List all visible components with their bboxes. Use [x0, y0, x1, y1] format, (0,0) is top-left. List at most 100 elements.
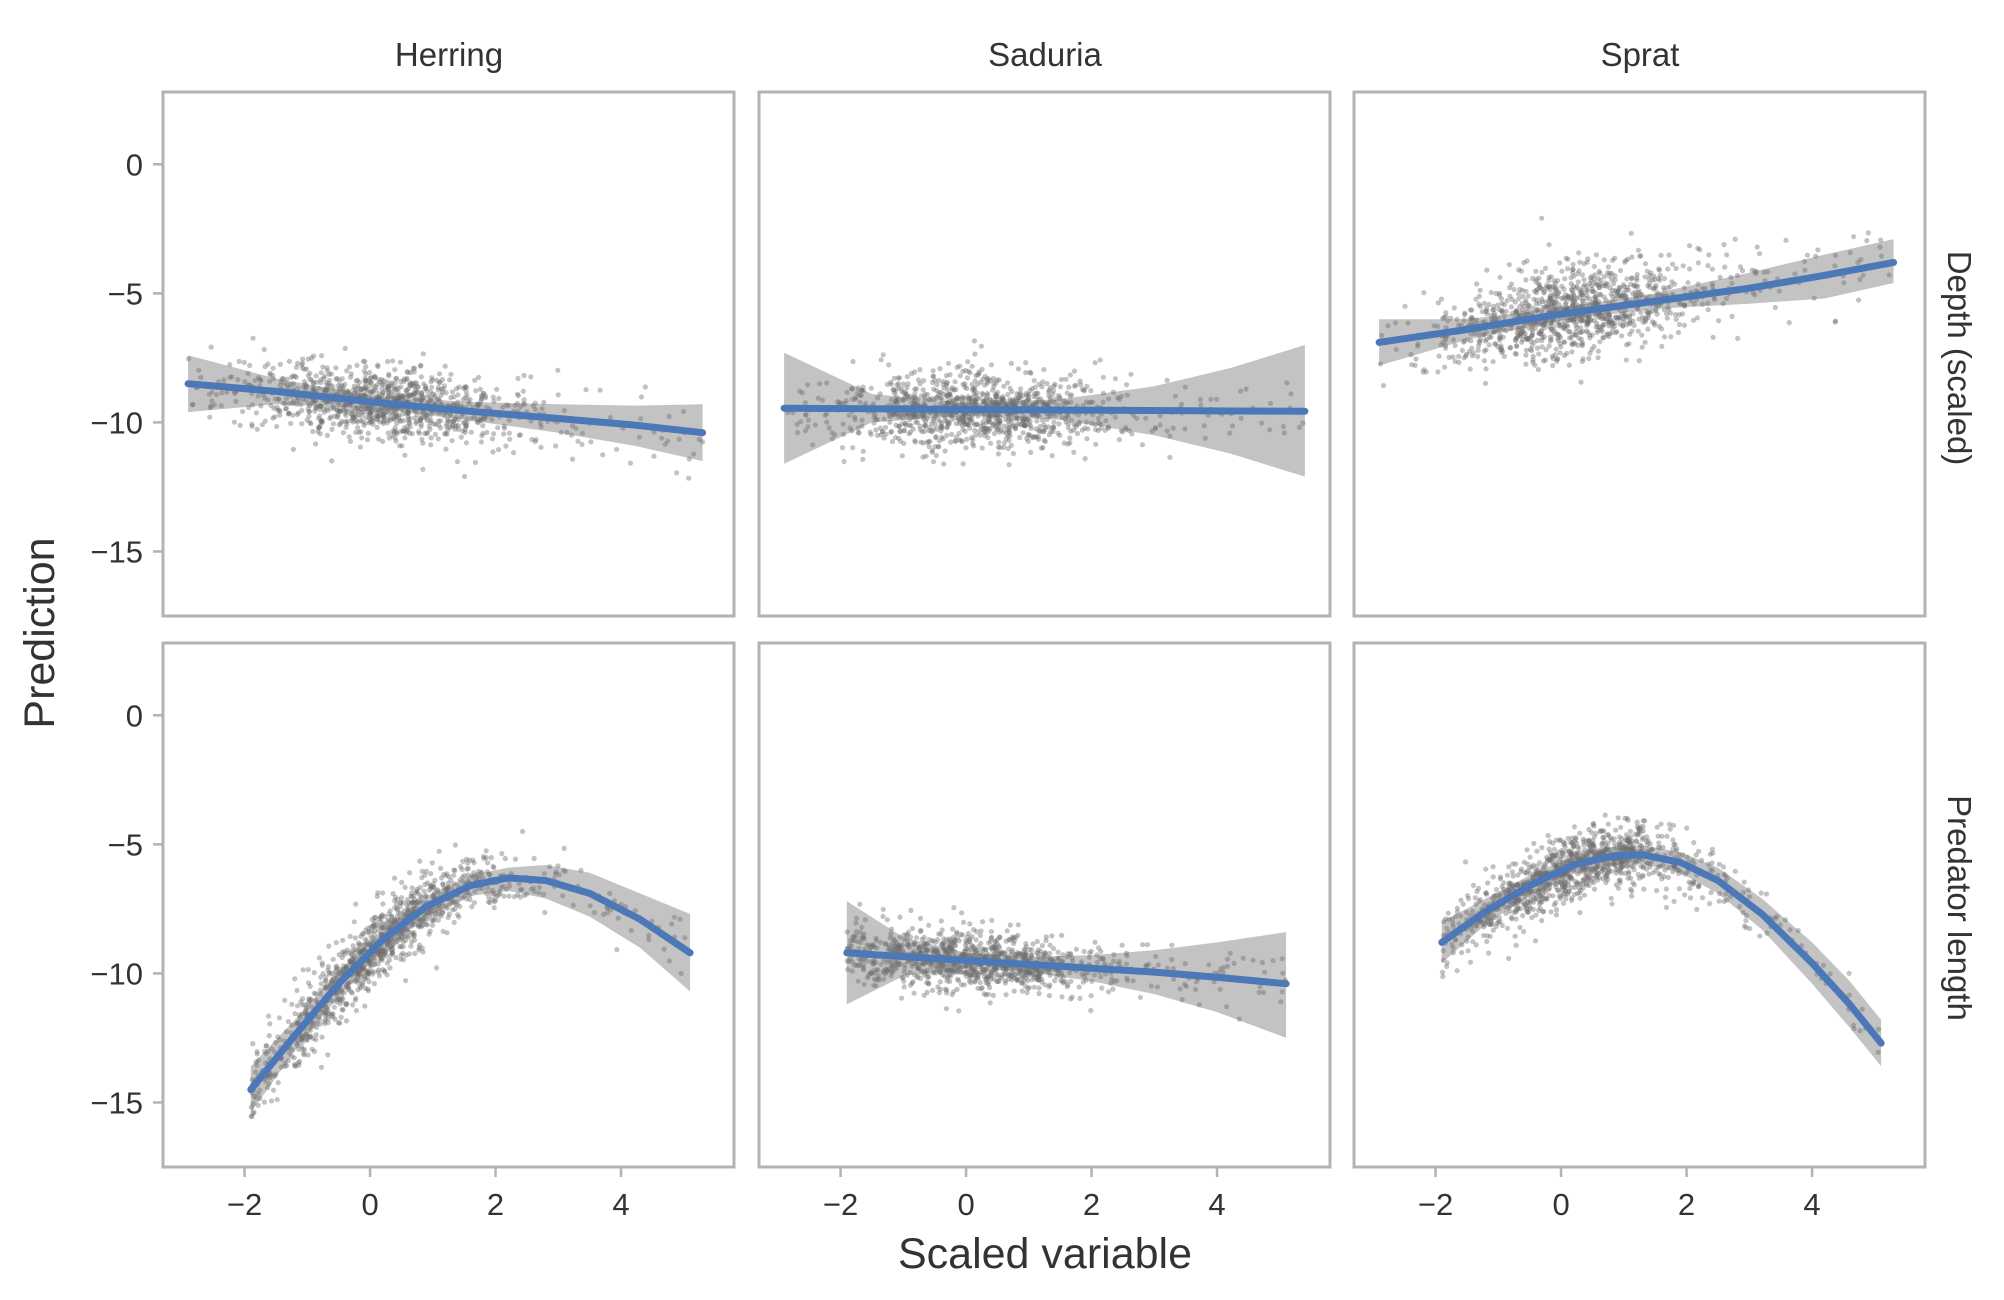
data-point — [1405, 321, 1410, 326]
data-point — [337, 1001, 342, 1006]
data-point — [1494, 291, 1499, 296]
data-point — [1540, 299, 1545, 304]
data-point — [487, 872, 492, 877]
data-point — [1598, 282, 1603, 287]
data-point — [484, 848, 489, 853]
data-point — [1475, 354, 1480, 359]
data-point — [1598, 327, 1603, 332]
data-point — [441, 929, 446, 934]
data-point — [973, 433, 978, 438]
data-point — [417, 859, 422, 864]
trend-line — [251, 878, 690, 1090]
data-point — [351, 415, 356, 420]
data-point — [1047, 432, 1052, 437]
data-point — [914, 935, 919, 940]
plot-area-herring-predator-length — [249, 829, 690, 1119]
data-point — [462, 474, 467, 479]
data-point — [927, 439, 932, 444]
data-point — [856, 979, 861, 984]
data-point — [1624, 342, 1629, 347]
data-point — [421, 351, 426, 356]
data-point — [329, 458, 334, 463]
data-point — [353, 935, 358, 940]
data-point — [311, 385, 316, 390]
data-point — [1262, 970, 1267, 975]
data-point — [491, 431, 496, 436]
data-point — [900, 453, 905, 458]
data-point — [1549, 298, 1554, 303]
data-point — [301, 1051, 306, 1056]
data-point — [507, 418, 512, 423]
data-point — [1581, 284, 1586, 289]
data-point — [1106, 989, 1111, 994]
data-point — [410, 885, 415, 890]
data-point — [948, 440, 953, 445]
data-point — [1402, 304, 1407, 309]
data-point — [352, 919, 357, 924]
data-point — [1481, 332, 1486, 337]
data-point — [931, 398, 936, 403]
data-point — [409, 393, 414, 398]
data-point — [1171, 426, 1176, 431]
data-point — [404, 428, 409, 433]
data-point — [805, 382, 810, 387]
data-point — [1580, 359, 1585, 364]
data-point — [319, 370, 324, 375]
data-point — [1017, 435, 1022, 440]
data-point — [447, 902, 452, 907]
data-point — [262, 1100, 267, 1105]
data-point — [1021, 430, 1026, 435]
data-point — [677, 917, 682, 922]
data-point — [861, 388, 866, 393]
data-point — [861, 449, 866, 454]
data-point — [1031, 394, 1036, 399]
data-point — [1051, 424, 1056, 429]
data-point — [982, 415, 987, 420]
data-point — [346, 985, 351, 990]
data-point — [473, 460, 478, 465]
data-point — [869, 386, 874, 391]
data-point — [451, 873, 456, 878]
data-point — [907, 431, 912, 436]
data-point — [856, 385, 861, 390]
data-point — [1586, 356, 1591, 361]
data-point — [1066, 425, 1071, 430]
data-point — [242, 379, 247, 384]
data-point — [401, 394, 406, 399]
data-point — [333, 376, 338, 381]
data-point — [1069, 418, 1074, 423]
data-point — [854, 916, 859, 921]
y-tick-label: −5 — [108, 827, 143, 862]
data-point — [1297, 425, 1302, 430]
data-point — [850, 445, 855, 450]
data-point — [425, 393, 430, 398]
data-point — [1477, 339, 1482, 344]
data-point — [325, 383, 330, 388]
data-point — [1606, 264, 1611, 269]
data-point — [1526, 294, 1531, 299]
data-point — [1567, 363, 1572, 368]
data-point — [455, 902, 460, 907]
data-point — [383, 949, 388, 954]
data-point — [441, 386, 446, 391]
x-tick-label: 2 — [487, 1187, 504, 1222]
data-point — [965, 359, 970, 364]
data-point — [1460, 348, 1465, 353]
data-point — [452, 920, 457, 925]
data-point — [1099, 986, 1104, 991]
data-point — [1682, 285, 1687, 290]
data-point — [369, 375, 374, 380]
data-point — [1468, 367, 1473, 372]
data-point — [798, 419, 803, 424]
data-point — [331, 421, 336, 426]
data-point — [1662, 276, 1667, 281]
data-point — [1554, 347, 1559, 352]
data-point — [1574, 284, 1579, 289]
data-point — [420, 467, 425, 472]
data-point — [1841, 280, 1846, 285]
data-point — [382, 926, 387, 931]
data-point — [507, 894, 512, 899]
data-point — [1039, 445, 1044, 450]
data-point — [1385, 323, 1390, 328]
